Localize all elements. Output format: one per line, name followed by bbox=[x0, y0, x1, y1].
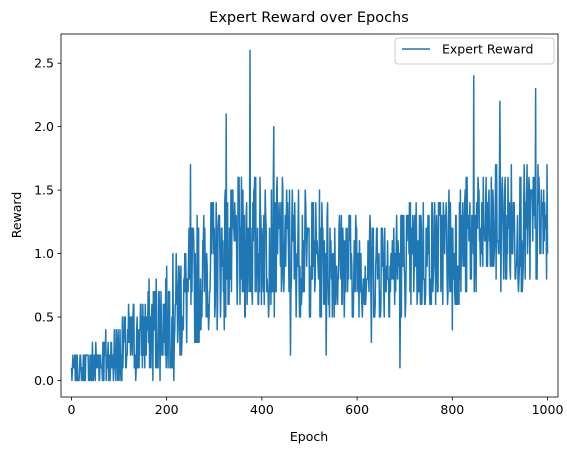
x-tick-label: 400 bbox=[250, 402, 274, 417]
legend: Expert Reward bbox=[394, 37, 555, 65]
y-axis-title: Reward bbox=[9, 192, 24, 239]
chart-title: Expert Reward over Epochs bbox=[209, 10, 409, 26]
plot-frame bbox=[60, 33, 559, 398]
y-tick-label: 0.0 bbox=[34, 373, 54, 388]
x-tick-label: 0 bbox=[67, 402, 75, 417]
y-tick-label: 1.0 bbox=[34, 246, 54, 261]
x-axis: 0 200 400 600 800 1000 bbox=[67, 397, 563, 417]
legend-box bbox=[394, 37, 555, 65]
plot-area bbox=[70, 49, 549, 382]
x-axis-title: Epoch bbox=[290, 429, 328, 444]
y-tick-label: 0.5 bbox=[34, 310, 54, 325]
y-tick-label: 1.5 bbox=[34, 183, 54, 198]
y-tick-label: 2.0 bbox=[34, 119, 54, 134]
x-tick-label: 800 bbox=[440, 402, 464, 417]
x-tick-label: 200 bbox=[155, 402, 179, 417]
legend-label-expert-reward: Expert Reward bbox=[442, 42, 534, 57]
x-tick-label: 1000 bbox=[532, 402, 564, 417]
series-line-expert-reward bbox=[70, 49, 549, 382]
x-tick-label: 600 bbox=[345, 402, 369, 417]
y-tick-label: 2.5 bbox=[34, 56, 54, 71]
y-axis: 0.0 0.5 1.0 1.5 2.0 2.5 bbox=[34, 56, 61, 388]
